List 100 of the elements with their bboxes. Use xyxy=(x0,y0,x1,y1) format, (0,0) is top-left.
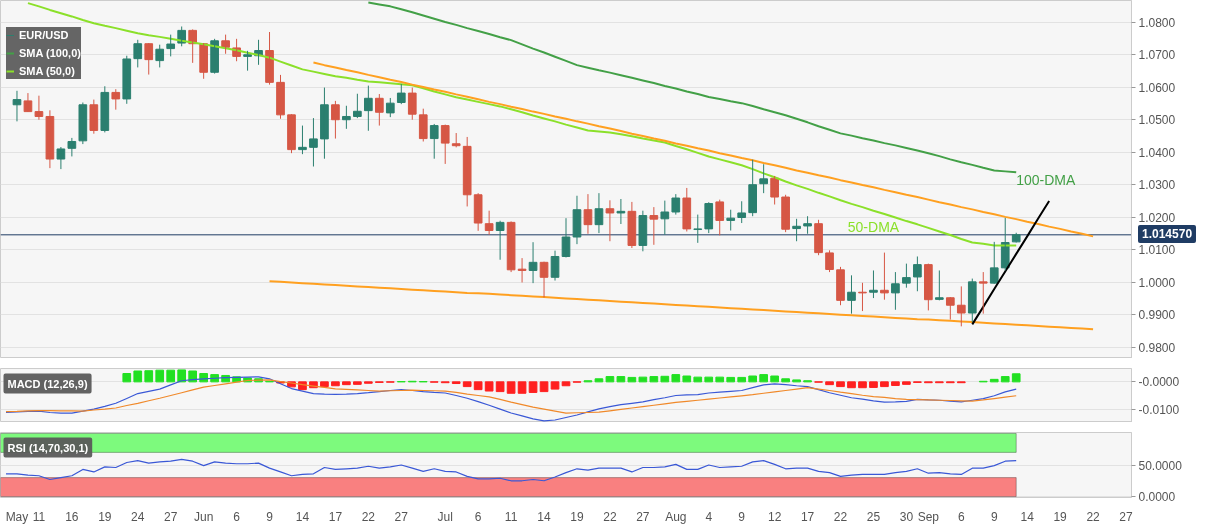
bar xyxy=(627,376,637,383)
bar xyxy=(704,376,714,383)
x-tick-label: 17 xyxy=(328,509,343,524)
bar xyxy=(1000,376,1010,383)
candlestick xyxy=(770,175,779,206)
candlestick xyxy=(935,269,944,301)
candlestick xyxy=(869,269,878,299)
line-series xyxy=(312,61,1095,238)
legend-label: SMA (50,0) xyxy=(19,64,75,79)
candlestick xyxy=(967,278,977,323)
candlestick xyxy=(737,200,747,224)
bar xyxy=(605,376,615,383)
line-series xyxy=(268,280,1095,331)
text: RSI (14,70,30,1) xyxy=(7,441,89,454)
candlestick xyxy=(825,249,834,273)
bar xyxy=(144,370,154,383)
bar xyxy=(1011,373,1021,383)
candlestick xyxy=(243,50,252,72)
bar xyxy=(880,381,889,388)
bar xyxy=(320,381,329,388)
candlestick xyxy=(781,194,790,233)
bar xyxy=(539,381,549,393)
candlestick xyxy=(1011,232,1021,244)
candlestick xyxy=(451,132,461,148)
line-series xyxy=(971,199,1051,326)
bar xyxy=(836,381,845,388)
bar xyxy=(671,374,681,383)
bar xyxy=(616,376,626,383)
bar xyxy=(902,381,911,385)
bar xyxy=(649,376,659,383)
bar xyxy=(331,381,340,387)
x-tick-label: 19 xyxy=(570,509,584,524)
y-tick-label: 50.0000 xyxy=(1138,458,1183,473)
candlestick xyxy=(166,34,176,57)
bar xyxy=(528,381,538,393)
candlestick xyxy=(221,34,230,55)
candlestick xyxy=(144,42,154,76)
bar xyxy=(561,381,571,387)
annotation: 50-DMA xyxy=(847,218,900,235)
y-tick-label: -0.0100 xyxy=(1138,403,1180,418)
candlestick xyxy=(693,214,703,244)
bar xyxy=(133,370,143,383)
line-series xyxy=(367,1,1018,174)
candlestick xyxy=(320,87,329,160)
bar xyxy=(748,375,758,383)
y-tick-label: 0.9800 xyxy=(1138,340,1176,355)
y-tick-label: 1.0800 xyxy=(1138,15,1176,30)
bar xyxy=(462,381,472,388)
candlestick xyxy=(396,83,406,105)
y-tick-label: 1.0200 xyxy=(1138,210,1176,225)
candlestick xyxy=(418,108,428,142)
text: MACD (12,26,9) xyxy=(7,377,88,390)
candlestick xyxy=(331,100,340,140)
y-tick-label: 1.0600 xyxy=(1138,80,1176,95)
x-tick-label: 9 xyxy=(990,509,998,524)
candlestick xyxy=(924,263,933,311)
x-tick-label: 9 xyxy=(266,509,274,524)
bar xyxy=(155,369,165,383)
x-tick-label: 22 xyxy=(603,509,617,524)
candlestick xyxy=(978,271,988,315)
bar xyxy=(517,381,527,394)
x-tick-label: 19 xyxy=(98,509,112,524)
x-tick-label: 6 xyxy=(957,509,965,524)
bar xyxy=(506,381,516,394)
x-tick-label: Sep xyxy=(917,509,940,524)
bar xyxy=(891,381,900,386)
y-tick-label: 1.0300 xyxy=(1138,178,1176,193)
y-tick-label: 1.0700 xyxy=(1138,48,1176,63)
x-tick-label: 6 xyxy=(474,509,482,524)
bar xyxy=(781,378,790,383)
candlestick xyxy=(605,199,615,242)
y-tick-label: 1.0500 xyxy=(1138,113,1176,128)
x-tick-label: 19 xyxy=(1053,509,1068,524)
candlestick xyxy=(956,285,966,327)
x-tick-label: 12 xyxy=(767,509,782,524)
candlestick xyxy=(111,88,121,111)
candlestick xyxy=(353,93,362,119)
candlestick xyxy=(715,199,725,236)
y-tick-label: -0.0000 xyxy=(1138,375,1180,390)
bar xyxy=(682,375,692,383)
bar xyxy=(869,381,878,388)
candlestick xyxy=(462,136,472,207)
x-tick-label: 22 xyxy=(833,509,848,524)
x-tick-label: Aug xyxy=(665,509,687,524)
candlestick xyxy=(902,263,911,289)
bar xyxy=(342,381,351,386)
candlestick xyxy=(89,99,99,135)
candlestick xyxy=(913,255,922,292)
x-tick-label: 14 xyxy=(1020,509,1035,524)
x-tick-label: 11 xyxy=(504,509,518,524)
candlestick xyxy=(473,192,483,232)
candlestick xyxy=(945,296,955,321)
x-tick-label: 27 xyxy=(164,509,178,524)
candlestick xyxy=(748,159,758,217)
bar xyxy=(638,376,648,383)
bar xyxy=(473,381,483,391)
bar xyxy=(484,381,494,392)
y-tick-label: 1.0100 xyxy=(1138,243,1176,258)
candlestick xyxy=(671,193,681,216)
candlestick xyxy=(122,55,132,105)
